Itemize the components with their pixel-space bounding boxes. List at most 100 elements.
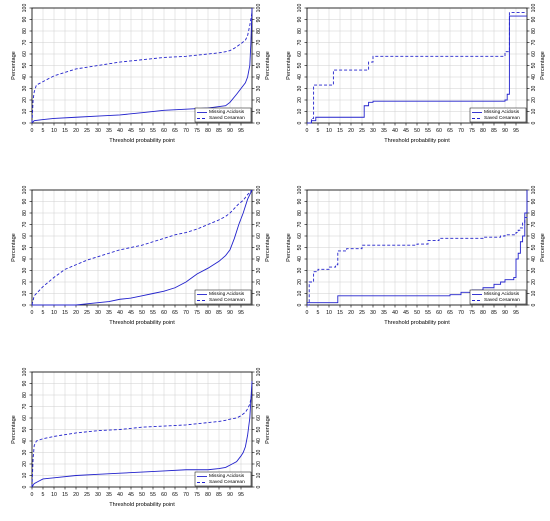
legend-label: Saved Cesarean bbox=[209, 297, 245, 303]
series-line-missing-acidosis bbox=[307, 15, 527, 124]
x-tick-label: 25 bbox=[84, 310, 90, 316]
x-tick-label: 55 bbox=[150, 128, 156, 134]
y-tick-label-right: 50 bbox=[256, 63, 262, 69]
x-tick-label: 15 bbox=[337, 128, 343, 134]
x-tick-label: 90 bbox=[227, 128, 233, 134]
y-tick-label-right: 50 bbox=[256, 427, 262, 433]
y-tick-label-left: 100 bbox=[22, 368, 28, 377]
y-tick-label-left: 50 bbox=[22, 427, 28, 433]
y-tick-label-right: 90 bbox=[256, 381, 262, 387]
y-tick-label-right: 0 bbox=[256, 485, 262, 488]
y-tick-label-right: 30 bbox=[531, 268, 537, 274]
x-axis-label: Threshold probability point bbox=[109, 138, 175, 144]
legend-box bbox=[194, 107, 252, 123]
x-tick-label: 70 bbox=[183, 128, 189, 134]
x-tick-label: 85 bbox=[491, 310, 497, 316]
y-tick-label-left: 30 bbox=[297, 268, 303, 274]
x-tick-label: 95 bbox=[513, 310, 519, 316]
x-tick-label: 60 bbox=[436, 128, 442, 134]
y-tick-label-left: 70 bbox=[22, 222, 28, 228]
y-tick-label-left: 80 bbox=[22, 392, 28, 398]
y-tick-label-right: 90 bbox=[531, 17, 537, 23]
y-tick-label-right: 60 bbox=[256, 233, 262, 239]
x-tick-label: 30 bbox=[95, 310, 101, 316]
x-tick-label: 75 bbox=[194, 310, 200, 316]
x-tick-label: 25 bbox=[84, 128, 90, 134]
x-axis-label: Threshold probability point bbox=[384, 320, 450, 326]
x-tick-label: 10 bbox=[326, 128, 332, 134]
y-tick-label-left: 100 bbox=[297, 186, 303, 195]
y-tick-label-right: 60 bbox=[256, 415, 262, 421]
y-tick-label-right: 40 bbox=[531, 256, 537, 262]
y-tick-label-right: 60 bbox=[256, 51, 262, 57]
y-tick-label-left: 40 bbox=[297, 256, 303, 262]
y-tick-label-left: 10 bbox=[297, 109, 303, 115]
y-tick-label-right: 100 bbox=[256, 4, 262, 13]
x-tick-label: 45 bbox=[403, 310, 409, 316]
x-tick-label: 30 bbox=[95, 492, 101, 498]
x-tick-label: 50 bbox=[139, 492, 145, 498]
x-tick-label: 80 bbox=[480, 310, 486, 316]
legend-label: Saved Cesarean bbox=[209, 479, 245, 485]
y-tick-label-right: 0 bbox=[531, 121, 537, 124]
x-tick-label: 75 bbox=[194, 492, 200, 498]
y-tick-label-right: 30 bbox=[256, 450, 262, 456]
y-axis-label-right: Percentage bbox=[265, 51, 271, 80]
y-tick-label-right: 0 bbox=[256, 303, 262, 306]
series-line-missing-acidosis bbox=[307, 190, 528, 304]
x-tick-label: 60 bbox=[161, 310, 167, 316]
series-line-saved-cesarean bbox=[307, 12, 527, 124]
x-tick-label: 20 bbox=[348, 128, 354, 134]
y-tick-label-left: 10 bbox=[297, 291, 303, 297]
y-tick-label-left: 60 bbox=[22, 415, 28, 421]
x-tick-label: 5 bbox=[42, 128, 45, 134]
chart-panel-1: 0 5 10 15 20 25 30 35 40 45 50 55 60 65 70 75 80 85 90 95 0 0… bbox=[11, 4, 271, 144]
series-line-saved-cesarean bbox=[31, 189, 253, 306]
x-tick-label: 70 bbox=[458, 128, 464, 134]
y-tick-label-left: 90 bbox=[22, 17, 28, 23]
y-tick-label-right: 20 bbox=[531, 97, 537, 103]
y-axis-label-right: Percentage bbox=[265, 415, 271, 444]
y-tick-label-left: 90 bbox=[22, 381, 28, 387]
y-tick-label-left: 80 bbox=[297, 210, 303, 216]
y-tick-label-left: 80 bbox=[22, 28, 28, 34]
x-tick-label: 30 bbox=[95, 128, 101, 134]
x-tick-label: 30 bbox=[370, 310, 376, 316]
y-tick-label-right: 70 bbox=[256, 40, 262, 46]
series-line-saved-cesarean bbox=[31, 12, 253, 124]
y-tick-label-left: 50 bbox=[297, 63, 303, 69]
x-tick-label: 85 bbox=[216, 128, 222, 134]
y-tick-label-left: 90 bbox=[297, 17, 303, 23]
y-tick-label-right: 30 bbox=[256, 268, 262, 274]
y-tick-label-left: 0 bbox=[22, 485, 28, 488]
x-tick-label: 20 bbox=[73, 492, 79, 498]
x-tick-label: 20 bbox=[73, 310, 79, 316]
plot-frame bbox=[306, 189, 528, 306]
x-tick-label: 0 bbox=[31, 492, 34, 498]
y-tick-label-left: 60 bbox=[297, 233, 303, 239]
y-tick-label-left: 80 bbox=[297, 28, 303, 34]
x-tick-label: 25 bbox=[359, 128, 365, 134]
legend-label: Missing Acidosis bbox=[484, 109, 520, 115]
y-tick-label-left: 70 bbox=[297, 40, 303, 46]
x-tick-label: 95 bbox=[238, 310, 244, 316]
chart-panel-5: 0 5 10 15 20 25 30 35 40 45 50 55 60 65 70 75 80 85 90 95 0 0… bbox=[11, 368, 271, 508]
y-tick-label-right: 100 bbox=[256, 186, 262, 195]
y-tick-label-left: 20 bbox=[22, 461, 28, 467]
y-tick-label-left: 10 bbox=[22, 473, 28, 479]
y-tick-label-left: 40 bbox=[22, 438, 28, 444]
chart-panel-2: 0 5 10 15 20 25 30 35 40 45 50 55 60 65 70 75 80 85 90 95 0 0… bbox=[286, 4, 546, 144]
x-tick-label: 25 bbox=[84, 492, 90, 498]
y-tick-label-right: 70 bbox=[256, 404, 262, 410]
x-tick-label: 85 bbox=[216, 310, 222, 316]
x-tick-label: 35 bbox=[106, 310, 112, 316]
x-tick-label: 70 bbox=[458, 310, 464, 316]
x-tick-label: 15 bbox=[62, 128, 68, 134]
plot-frame bbox=[31, 7, 253, 124]
x-tick-label: 45 bbox=[128, 310, 134, 316]
y-tick-label-left: 20 bbox=[22, 279, 28, 285]
y-tick-label-right: 10 bbox=[256, 473, 262, 479]
